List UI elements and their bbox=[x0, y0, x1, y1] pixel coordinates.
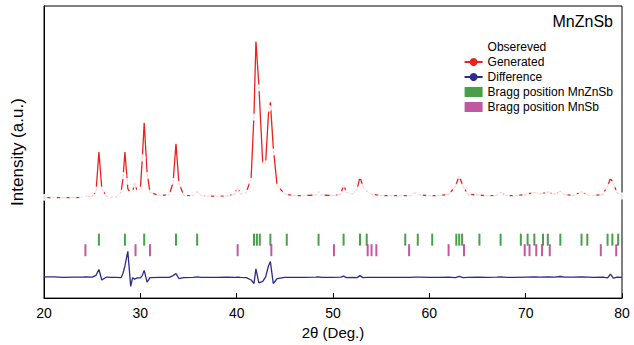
svg-text:20: 20 bbox=[36, 305, 52, 321]
svg-text:Difference: Difference bbox=[488, 70, 543, 84]
svg-text:30: 30 bbox=[133, 305, 149, 321]
svg-text:Intensity (a.u.): Intensity (a.u.) bbox=[8, 98, 27, 206]
svg-text:70: 70 bbox=[518, 305, 534, 321]
svg-text:Obsereved: Obsereved bbox=[488, 40, 547, 54]
svg-text:60: 60 bbox=[422, 305, 438, 321]
svg-text:50: 50 bbox=[325, 305, 341, 321]
svg-text:80: 80 bbox=[614, 305, 630, 321]
svg-text:MnZnSb: MnZnSb bbox=[553, 13, 614, 30]
svg-text:Bragg position MnZnSb: Bragg position MnZnSb bbox=[488, 85, 614, 99]
svg-text:2θ (Deg.): 2θ (Deg.) bbox=[302, 324, 365, 341]
svg-text:Generated: Generated bbox=[488, 55, 545, 69]
svg-text:40: 40 bbox=[229, 305, 245, 321]
svg-text:Bragg position MnSb: Bragg position MnSb bbox=[488, 100, 600, 114]
